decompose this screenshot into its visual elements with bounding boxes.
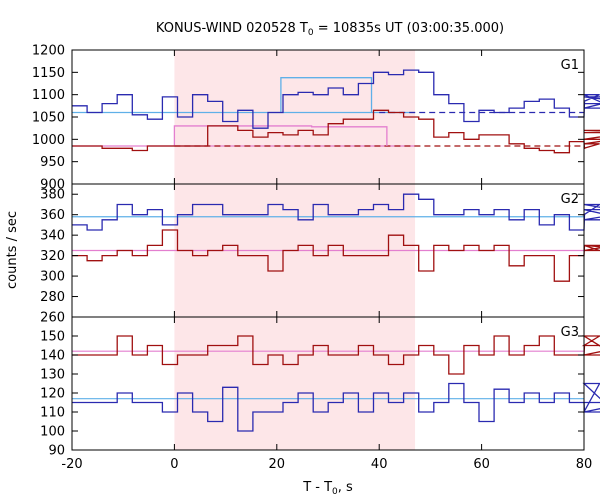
g2-y-tick-label: 380: [40, 188, 65, 203]
g2-y-tick-label: 280: [40, 290, 65, 305]
g3-y-tick-label: 100: [40, 425, 65, 440]
g3-y-tick-label: 140: [40, 349, 65, 364]
x-tick-label: -20: [61, 457, 82, 472]
g3-y-tick-label: 150: [40, 330, 65, 345]
g2-y-tick-label: 300: [40, 270, 65, 285]
g2-series-blue: [72, 193, 600, 231]
x-tick-label: 0: [170, 457, 178, 472]
g3-y-tick-label: 130: [40, 368, 65, 383]
g3-y-tick-label: 90: [48, 444, 65, 459]
g3-panel-label: G3: [561, 325, 579, 340]
y-axis-label: counts / sec: [5, 211, 20, 289]
g1-pulse-blue: [280, 77, 373, 113]
g1-y-tick-label: 1150: [32, 66, 65, 81]
g3-y-tick-label: 110: [40, 406, 65, 421]
series-layer: [72, 69, 600, 432]
x-axis-label: T - T0, s: [302, 480, 353, 497]
g3-series-red: [72, 335, 600, 375]
chart-title: KONUS-WIND 020528 T0 = 10835s UT (03:00:…: [156, 21, 504, 38]
g1-y-tick-label: 950: [40, 155, 65, 170]
g2-y-tick-label: 320: [40, 249, 65, 264]
g1-y-tick-label: 1050: [32, 111, 65, 126]
g3-y-tick-label: 120: [40, 387, 65, 402]
g1-y-tick-label: 1000: [32, 133, 65, 148]
g2-y-tick-label: 260: [40, 311, 65, 326]
x-tick-label: 60: [473, 457, 490, 472]
frame-layer: [71, 49, 585, 451]
g1-pulse-red: [173, 125, 388, 147]
text-layer: 90095010001050110011501200G1260280300320…: [32, 44, 592, 473]
x-tick-label: 40: [371, 457, 388, 472]
x-tick-label: 20: [269, 457, 286, 472]
g3-series-blue: [72, 382, 600, 432]
g1-series-red: [72, 109, 600, 154]
g1-series-blue: [72, 69, 600, 129]
g1-y-tick-label: 1100: [32, 88, 65, 103]
g2-panel-label: G2: [561, 192, 579, 207]
g3-frame: [71, 316, 585, 451]
g1-y-tick-label: 900: [40, 178, 65, 193]
g1-y-tick-label: 1200: [32, 44, 65, 59]
g2-series-red: [72, 229, 600, 282]
g1-panel-label: G1: [561, 58, 579, 73]
g2-y-tick-label: 340: [40, 229, 65, 244]
x-tick-label: 80: [576, 457, 593, 472]
g2-y-tick-label: 360: [40, 208, 65, 223]
